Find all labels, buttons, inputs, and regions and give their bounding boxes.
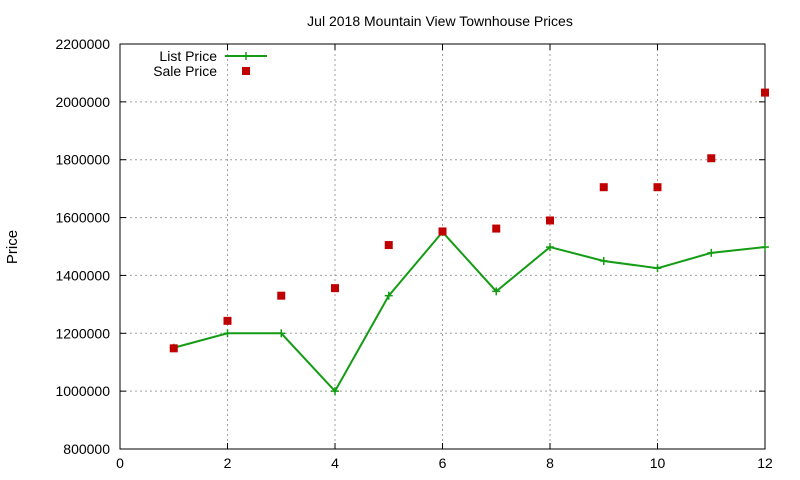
y-tick-label: 1000000: [55, 383, 110, 399]
sale-price-point: [492, 224, 501, 233]
x-tick-label: 6: [439, 455, 447, 471]
x-tick-label: 10: [650, 455, 666, 471]
legend-swatch-marker: [242, 67, 250, 75]
legend-label: List Price: [159, 48, 217, 64]
list-price-point: [277, 329, 286, 338]
y-tick-label: 1800000: [55, 152, 110, 168]
list-price-point: [653, 264, 662, 273]
sale-price-point: [331, 284, 339, 293]
legend-item-list-price: List Price: [159, 48, 267, 64]
legend-item-sale-price: Sale Price: [153, 63, 250, 79]
list-price-line: [173, 230, 766, 393]
legend-label: Sale Price: [153, 63, 217, 79]
x-tick-label: 12: [757, 455, 773, 471]
sale-price-series: [169, 88, 769, 353]
sale-price-point: [169, 344, 178, 353]
sale-price-point: [546, 216, 554, 225]
y-tick-label: 1600000: [55, 210, 110, 226]
list-price-point: [331, 387, 339, 396]
sale-price-point: [223, 316, 232, 325]
axes-layer: 0 2 4 6 8 10 12 800000 1000000 1200000 1400000 1600…: [55, 36, 773, 471]
x-tick-label: 2: [224, 455, 232, 471]
list-price-series: [169, 228, 769, 396]
chart-title: Jul 2018 Mountain View Townhouse Prices: [307, 13, 573, 29]
y-tick-label: 2200000: [55, 36, 110, 52]
sale-price-point: [277, 291, 286, 300]
y-axis-label: Price: [4, 230, 21, 264]
list-price-point: [546, 243, 554, 252]
list-price-point: [384, 291, 393, 300]
y-tick-label: 1200000: [55, 325, 110, 341]
grid-layer: [120, 44, 765, 449]
x-tick-label: 8: [546, 455, 554, 471]
y-tick-label: 2000000: [55, 94, 110, 110]
x-tick-label: 4: [331, 455, 339, 471]
y-tick-label: 1400000: [55, 267, 110, 283]
sale-price-point: [707, 154, 716, 163]
sale-price-point: [761, 88, 769, 97]
list-price-point: [599, 256, 608, 265]
list-price-point: [707, 248, 716, 257]
y-tick-label: 800000: [63, 441, 110, 457]
list-price-point: [223, 329, 232, 338]
sale-price-point: [599, 183, 608, 192]
sale-price-point: [653, 183, 662, 192]
list-price-point: [492, 287, 501, 296]
series-layer: [169, 88, 769, 396]
sale-price-point: [438, 227, 447, 236]
list-price-point: [761, 243, 769, 252]
legend-swatch-marker: [242, 52, 250, 60]
sale-price-point: [384, 241, 393, 250]
x-tick-label: 0: [116, 455, 124, 471]
